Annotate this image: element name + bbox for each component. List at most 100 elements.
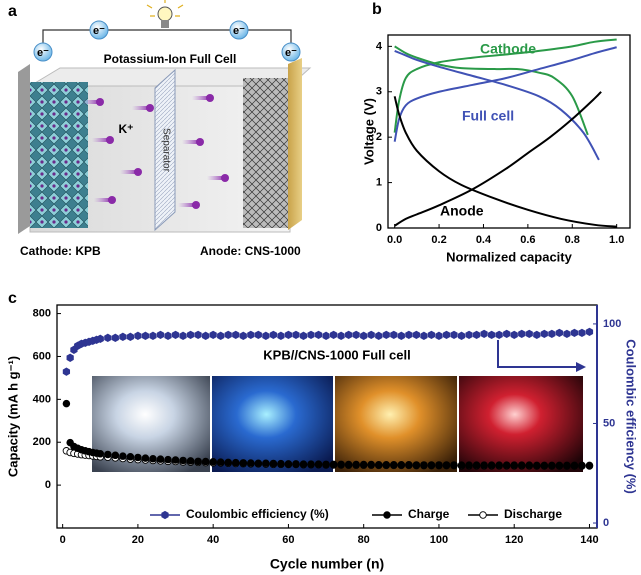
curve-label: Cathode (480, 41, 536, 57)
charge-marker (141, 454, 150, 462)
y-tick-label: 4 (376, 40, 383, 52)
anode-collector (288, 58, 302, 230)
ce-marker (224, 330, 232, 340)
bulb (146, 0, 184, 28)
curve (393, 38, 617, 133)
charge-marker (96, 450, 105, 458)
x-tick-label: 100 (430, 534, 448, 546)
ce-marker (239, 331, 247, 341)
curve (393, 96, 617, 228)
ce-marker (179, 331, 187, 341)
x-axis-label: Cycle number (n) (270, 556, 384, 572)
ce-marker (457, 331, 466, 341)
charge-marker (480, 461, 488, 469)
ion-label: K⁺ (119, 122, 134, 136)
ce-marker (585, 327, 594, 337)
curve-label: Anode (440, 203, 484, 219)
charge-marker (164, 455, 172, 464)
ce-marker (533, 330, 541, 340)
y-tick-label: 400 (33, 393, 51, 405)
curve (393, 46, 617, 142)
x-tick-label: 20 (132, 534, 144, 546)
charge-marker (149, 454, 157, 463)
ce-marker (104, 333, 112, 343)
electron-label: e⁻ (233, 25, 245, 37)
charge-marker (578, 461, 586, 470)
y-tick-label: 2 (376, 131, 382, 143)
anode-label: Anode: CNS-1000 (200, 244, 301, 258)
ions (82, 94, 229, 209)
charge-marker (284, 460, 293, 468)
charge-marker (329, 460, 338, 469)
ce-marker (254, 330, 262, 340)
charge-marker (427, 461, 436, 469)
charge-marker (254, 459, 263, 467)
ce-marker (329, 330, 338, 340)
ce-marker (465, 330, 473, 340)
charge-marker (299, 460, 308, 468)
charge-marker (383, 511, 391, 519)
charge-marker (359, 460, 368, 469)
ce-marker (345, 330, 353, 340)
charge-marker (111, 451, 120, 460)
cathode-label: Cathode: KPB (20, 244, 101, 258)
ce-marker (194, 330, 202, 340)
ce-marker (375, 331, 383, 341)
legend-label: Discharge (504, 507, 562, 521)
annotation: KPB//CNS-1000 Full cell (263, 347, 410, 362)
ce-marker (269, 330, 277, 340)
ce-marker (503, 329, 511, 339)
ce-marker (149, 331, 157, 341)
charge-marker (119, 452, 127, 460)
x-axis-label: Normalized capacity (446, 249, 572, 264)
x-tick-label: 0.2 (431, 234, 446, 246)
x-tick-label: 0.8 (565, 234, 580, 246)
ce-marker (420, 331, 428, 341)
charge-marker (442, 461, 451, 469)
charge-marker (465, 461, 473, 469)
schematic-title: Potassium-Ion Full Cell (104, 52, 237, 66)
charge-marker (224, 458, 232, 467)
ce-marker (307, 330, 315, 340)
x-tick-label: 0.0 (387, 234, 402, 246)
charge-marker (104, 450, 112, 459)
electron-badges (33, 20, 301, 62)
ce-marker (322, 331, 330, 341)
charge-marker (352, 460, 360, 469)
ce-marker (578, 328, 586, 338)
cathode-material (30, 82, 88, 228)
panel-label: b (372, 1, 382, 18)
ce-marker (367, 330, 375, 340)
ce-marker (510, 330, 518, 340)
charge-marker (209, 457, 217, 466)
ce-marker (390, 330, 398, 340)
y2-tick-label: 100 (603, 318, 621, 330)
axis-arrow (497, 340, 586, 372)
charge-marker (292, 460, 300, 468)
ce-marker (171, 330, 180, 340)
ce-marker (66, 353, 74, 362)
y2-tick-label: 0 (603, 517, 609, 529)
ce-marker (277, 331, 285, 341)
charge-marker (179, 456, 187, 465)
ce-marker (382, 330, 390, 340)
ce-marker (119, 332, 127, 342)
ce-marker (472, 330, 481, 340)
ce-marker (164, 331, 172, 341)
charge-marker (126, 453, 135, 461)
y-tick-label: 1 (376, 176, 382, 188)
ce-marker (96, 334, 104, 344)
charge-marker (374, 460, 383, 469)
ce-marker (518, 329, 526, 339)
plot-frame (387, 34, 631, 229)
charge-marker (563, 461, 571, 470)
ce-marker (480, 329, 488, 339)
charge-marker (337, 460, 345, 469)
ce-marker (262, 331, 270, 341)
y-tick-label: 200 (33, 436, 51, 448)
charge-marker (450, 461, 458, 469)
charge-marker (510, 461, 518, 469)
y2-tick-label: 50 (603, 417, 615, 429)
charge-marker (457, 461, 466, 469)
ce-marker (217, 331, 225, 341)
